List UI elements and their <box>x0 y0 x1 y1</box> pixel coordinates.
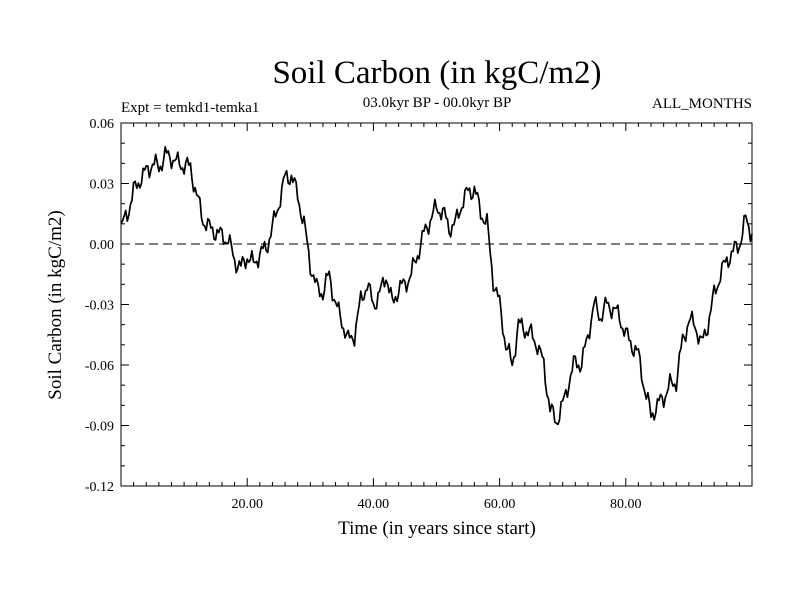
x-axis-label: Time (in years since start) <box>338 518 536 539</box>
y-tick-label: -0.12 <box>85 480 114 495</box>
y-tick-label: 0.06 <box>90 117 115 132</box>
y-axis-label: Soil Carbon (in kgC/m2) <box>45 210 66 399</box>
experiment-label: Expt = temkd1-temka1 <box>121 100 259 116</box>
x-axis-ticks: 20.00 40.00 60.00 80.00 <box>120 123 753 512</box>
x-tick-label: 60.00 <box>484 497 516 512</box>
x-tick-label: 20.00 <box>231 497 263 512</box>
y-tick-label: -0.03 <box>85 299 114 314</box>
months-label: ALL_MONTHS <box>652 96 752 112</box>
x-tick-label: 80.00 <box>610 497 642 512</box>
y-tick-label: 0.03 <box>90 178 115 193</box>
y-tick-label: 0.00 <box>90 238 115 253</box>
y-tick-label: -0.09 <box>85 420 114 435</box>
x-tick-label: 40.00 <box>358 497 390 512</box>
y-tick-label: -0.06 <box>85 359 114 374</box>
period-label: 03.0kyr BP - 00.0kyr BP <box>363 95 512 111</box>
y-axis-ticks: 0.06 0.03 0.00 -0.03 -0.06 -0.09 -0.12 <box>85 117 752 495</box>
plot-frame <box>120 122 753 487</box>
soil-carbon-series-line <box>120 145 753 426</box>
chart-title: Soil Carbon (in kgC/m2) <box>272 55 601 91</box>
